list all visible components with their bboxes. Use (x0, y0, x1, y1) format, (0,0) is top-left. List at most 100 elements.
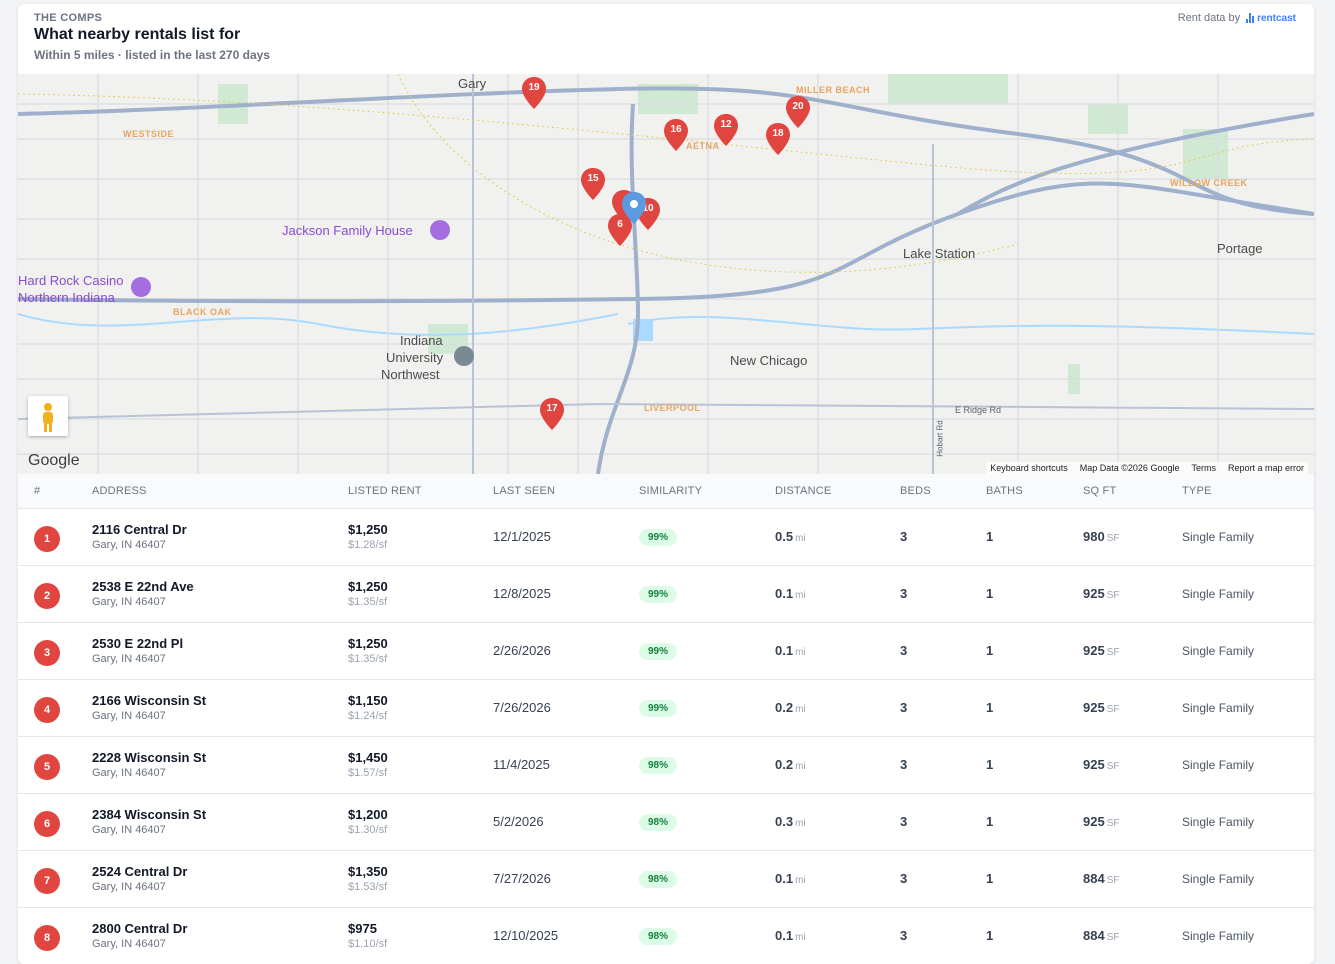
map-pin[interactable]: 6 (608, 214, 632, 246)
sqft-unit: SF (1106, 932, 1120, 943)
pin-marker-icon (786, 96, 810, 128)
row-city: Gary, IN 46407 (92, 539, 166, 551)
map-pin[interactable]: 18 (766, 123, 790, 155)
col-address: ADDRESS (92, 484, 147, 497)
similarity-badge: 98% (639, 813, 678, 831)
col-num: # (34, 484, 41, 497)
similarity-badge: 98% (639, 756, 678, 774)
map-roads (18, 74, 1314, 474)
map-label-jackson-family-house[interactable]: Jackson Family House (282, 223, 413, 238)
map-pin[interactable]: 15 (581, 168, 605, 200)
col-beds: BEDS (900, 484, 931, 497)
row-address: 2800 Central Dr (92, 921, 188, 936)
pin-marker-icon (581, 168, 605, 200)
row-type: Single Family (1182, 587, 1255, 601)
col-sqft: SQ FT (1083, 484, 1117, 497)
camera-icon[interactable] (430, 220, 450, 240)
row-rent: $1,150 (348, 693, 388, 708)
row-last-seen: 12/10/2025 (493, 928, 559, 943)
col-last-seen: LAST SEEN (493, 484, 556, 497)
table-row[interactable]: 8 2800 Central Dr Gary, IN 46407 $975 $1.1… (18, 907, 1314, 964)
col-listed-rent: LISTED RENT (348, 484, 422, 497)
row-beds: 3 (900, 586, 908, 601)
row-last-seen: 7/26/2026 (493, 700, 551, 715)
map-pin[interactable]: 20 (786, 96, 810, 128)
similarity-badge: 99% (639, 699, 678, 717)
row-baths: 1 (986, 871, 994, 886)
row-sqft: 925 (1083, 643, 1105, 658)
subtitle: Within 5 miles · listed in the last 270 … (34, 48, 270, 62)
report-map-error-link[interactable]: Report a map error (1227, 463, 1304, 473)
col-type: TYPE (1182, 484, 1212, 497)
distance-unit: mi (795, 875, 806, 886)
table-row[interactable]: 7 2524 Central Dr Gary, IN 46407 $1,350 $1… (18, 850, 1314, 907)
map-pin[interactable]: 17 (540, 398, 564, 430)
card-header: THE COMPS What nearby rentals list for W… (18, 4, 1314, 74)
rentcast-logo[interactable]: rentcast (1246, 13, 1296, 24)
table-row[interactable]: 1 2116 Central Dr Gary, IN 46407 $1,250 $1… (18, 508, 1314, 565)
row-sqft: 925 (1083, 757, 1105, 772)
row-type: Single Family (1182, 701, 1255, 715)
map-label-hard-rock-2[interactable]: Northern Indiana (18, 290, 115, 305)
row-price-per-sf: $1.35/sf (348, 596, 388, 608)
table-row[interactable]: 5 2228 Wisconsin St Gary, IN 46407 $1,450… (18, 736, 1314, 793)
row-sqft: 980 (1083, 529, 1105, 544)
row-address: 2228 Wisconsin St (92, 750, 207, 765)
row-type: Single Family (1182, 758, 1255, 772)
sqft-unit: SF (1106, 818, 1120, 829)
pin-marker-icon (766, 123, 790, 155)
row-price-per-sf: $1.28/sf (348, 539, 388, 551)
row-distance: 0.2 (775, 757, 794, 772)
table-row[interactable]: 3 2530 E 22nd Pl Gary, IN 46407 $1,250 $1.… (18, 622, 1314, 679)
table-row[interactable]: 2 2538 E 22nd Ave Gary, IN 46407 $1,250 $1… (18, 565, 1314, 622)
pin-marker-icon (608, 214, 632, 246)
subject-property-pin[interactable] (622, 192, 646, 224)
street-view-pegman[interactable] (28, 396, 68, 436)
row-baths: 1 (986, 586, 994, 601)
row-number-badge: 4 (34, 696, 60, 723)
row-price-per-sf: $1.35/sf (348, 653, 388, 665)
row-address: 2538 E 22nd Ave (92, 579, 194, 594)
rentcast-bars-icon (1246, 13, 1255, 23)
table-row[interactable]: 4 2166 Wisconsin St Gary, IN 46407 $1,150… (18, 679, 1314, 736)
map-label-lake-station: Lake Station (903, 246, 976, 261)
table-row[interactable]: 6 2384 Wisconsin St Gary, IN 46407 $1,200… (18, 793, 1314, 850)
row-number-badge: 5 (34, 753, 60, 780)
map-label-aetna: AETNA (686, 141, 720, 151)
map-pin[interactable]: 19 (522, 77, 546, 109)
terms-link[interactable]: Terms (1191, 463, 1216, 473)
row-type: Single Family (1182, 644, 1255, 658)
row-baths: 1 (986, 700, 994, 715)
col-similarity: SIMILARITY (639, 484, 703, 497)
distance-unit: mi (795, 818, 806, 829)
map-pin[interactable]: 16 (664, 119, 688, 151)
row-distance: 0.1 (775, 643, 794, 658)
row-type: Single Family (1182, 530, 1255, 544)
row-price-per-sf: $1.30/sf (348, 824, 388, 836)
school-icon[interactable] (454, 346, 474, 366)
row-sqft: 925 (1083, 586, 1105, 601)
distance-unit: mi (795, 932, 806, 943)
similarity-badge: 98% (639, 870, 678, 888)
row-address: 2166 Wisconsin St (92, 693, 207, 708)
map-label-black-oak: BLACK OAK (173, 307, 232, 317)
map-label-portage: Portage (1217, 241, 1263, 256)
credit-label: Rent data by (1177, 12, 1241, 24)
keyboard-shortcuts-link[interactable]: Keyboard shortcuts (990, 463, 1068, 473)
row-rent: $1,450 (348, 750, 388, 765)
row-beds: 3 (900, 871, 908, 886)
data-credit[interactable]: Rent data by rentcast (1178, 12, 1296, 24)
casino-icon[interactable] (131, 277, 151, 297)
map-label-hard-rock-1[interactable]: Hard Rock Casino (18, 273, 124, 288)
row-price-per-sf: $1.53/sf (348, 881, 388, 893)
row-type: Single Family (1182, 815, 1255, 829)
sqft-unit: SF (1106, 590, 1120, 601)
comps-map[interactable]: Gary WESTSIDE MILLER BEACH AETNA Jackson… (18, 74, 1314, 474)
row-address: 2530 E 22nd Pl (92, 636, 184, 651)
row-baths: 1 (986, 529, 994, 544)
row-beds: 3 (900, 814, 908, 829)
row-distance: 0.2 (775, 700, 794, 715)
map-pin[interactable]: 12 (714, 114, 738, 146)
section-eyebrow: THE COMPS (34, 12, 103, 24)
row-baths: 1 (986, 643, 994, 658)
